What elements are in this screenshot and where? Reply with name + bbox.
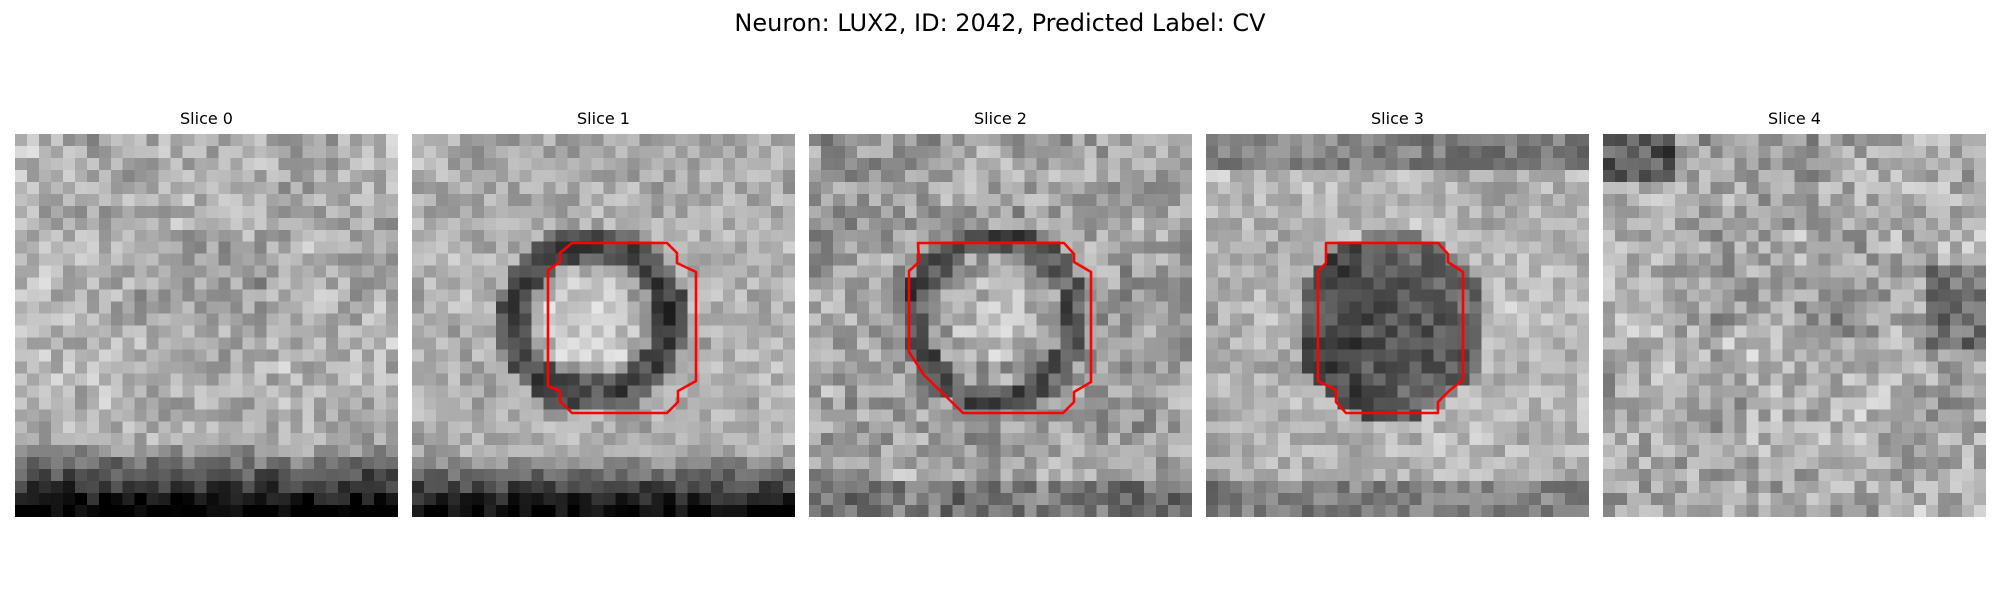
slice-title: Slice 1 xyxy=(577,109,630,128)
grayscale-image xyxy=(15,134,398,517)
contour-line xyxy=(1316,241,1465,415)
segmentation-overlay xyxy=(1316,241,1465,415)
slice-title: Slice 3 xyxy=(1371,109,1424,128)
grayscale-image xyxy=(809,134,1192,517)
slice-image xyxy=(15,134,398,517)
figure-title: Neuron: LUX2, ID: 2042, Predicted Label:… xyxy=(734,9,1266,37)
grayscale-image xyxy=(1206,134,1589,517)
segmentation-overlay xyxy=(546,241,698,415)
grayscale-image xyxy=(1603,134,1986,517)
slice-image xyxy=(1603,134,1986,517)
slice-image xyxy=(809,134,1192,517)
slice-title: Slice 4 xyxy=(1768,109,1821,128)
contour-line xyxy=(546,241,698,415)
contour-line xyxy=(907,241,1093,415)
slice-image xyxy=(1206,134,1589,517)
slice-title: Slice 0 xyxy=(180,109,233,128)
grayscale-image xyxy=(412,134,795,517)
segmentation-overlay xyxy=(907,241,1093,415)
slice-title: Slice 2 xyxy=(974,109,1027,128)
slice-image xyxy=(412,134,795,517)
